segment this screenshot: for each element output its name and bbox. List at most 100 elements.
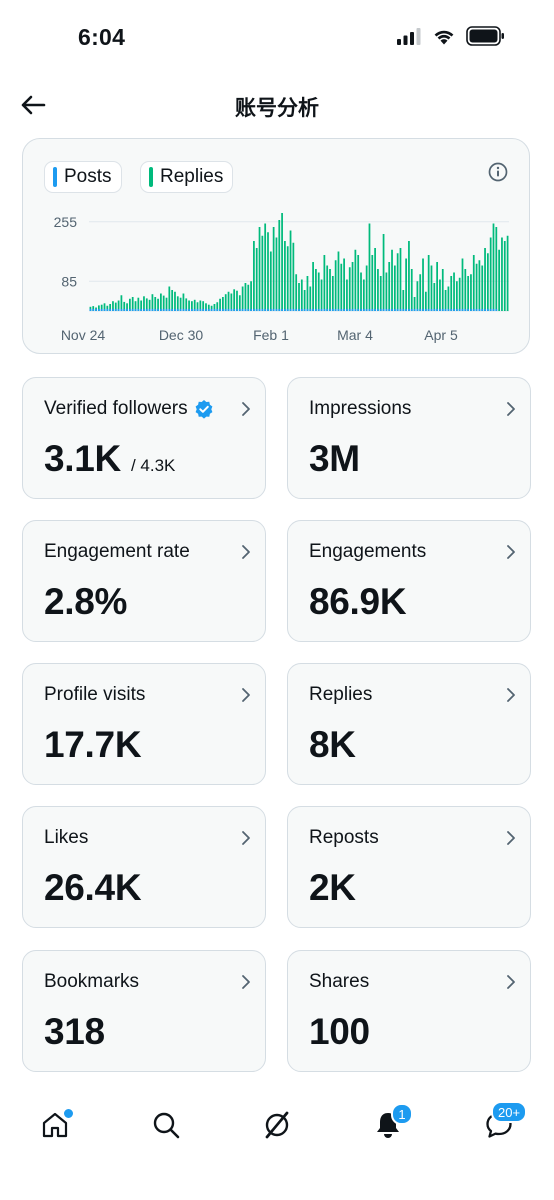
posts-bar <box>399 308 402 311</box>
posts-bar <box>196 308 199 311</box>
posts-bar <box>408 308 410 311</box>
info-button[interactable] <box>487 161 509 183</box>
replies-bar <box>126 303 128 311</box>
posts-bar <box>377 308 379 311</box>
metric-value: 100 <box>309 1011 370 1052</box>
nav-messages[interactable]: 20+ <box>477 1101 528 1147</box>
metric-card-profile-visits[interactable]: Profile visits 17.7K <box>22 663 266 785</box>
home-unread-dot <box>63 1108 74 1119</box>
metric-label-row: Replies <box>309 684 372 706</box>
replies-bar <box>157 298 159 311</box>
search-icon <box>153 1112 180 1139</box>
posts-bar <box>219 308 221 311</box>
replies-bar <box>346 279 348 311</box>
posts-bar <box>202 308 205 311</box>
nav-grok[interactable] <box>255 1103 299 1147</box>
metric-card-engagements[interactable]: Engagements 86.9K <box>287 520 531 642</box>
posts-bar <box>100 308 103 311</box>
metric-card-replies[interactable]: Replies 8K <box>287 663 531 785</box>
chevron-right-icon <box>507 975 515 989</box>
replies-bar <box>419 274 422 311</box>
replies-bar <box>151 294 154 311</box>
replies-bar <box>498 249 501 311</box>
replies-bar <box>253 241 255 311</box>
posts-bar <box>331 308 334 311</box>
replies-bar <box>202 301 205 311</box>
replies-bar <box>337 251 340 311</box>
metric-value-row: 17.7K <box>44 724 142 766</box>
replies-bar <box>191 301 193 311</box>
posts-bar <box>298 308 300 311</box>
metric-card-engagement-rate[interactable]: Engagement rate 2.8% <box>22 520 266 642</box>
metric-value: 2.8% <box>44 581 128 622</box>
metric-card-reposts[interactable]: Reposts 2K <box>287 806 531 928</box>
chevron-right-icon <box>242 975 250 989</box>
back-button[interactable] <box>18 90 48 120</box>
nav-home[interactable] <box>33 1103 77 1147</box>
metric-label-row: Verified followers <box>44 398 214 420</box>
replies-bar <box>278 220 281 311</box>
legend-posts-toggle[interactable]: Posts <box>44 161 122 193</box>
messages-icon <box>486 1112 512 1138</box>
metric-card-bookmarks[interactable]: Bookmarks 318 <box>22 950 266 1072</box>
posts-bar <box>379 308 382 311</box>
metric-card-likes[interactable]: Likes 26.4K <box>22 806 266 928</box>
legend-replies-toggle[interactable]: Replies <box>140 161 234 193</box>
posts-bar <box>441 308 444 311</box>
posts-bar <box>275 308 278 311</box>
metric-label-row: Shares <box>309 971 369 993</box>
posts-bar <box>174 308 176 311</box>
replies-bar <box>162 295 165 311</box>
chevron-right-icon <box>242 688 250 702</box>
posts-bar <box>388 308 391 311</box>
posts-bar <box>478 308 481 311</box>
posts-bar <box>227 308 230 311</box>
replies-bar <box>255 248 258 311</box>
replies-bar <box>103 303 106 311</box>
posts-bar <box>238 308 241 311</box>
metric-card-shares[interactable]: Shares 100 <box>287 950 531 1072</box>
replies-bar <box>371 255 374 311</box>
home-indicator <box>207 1185 347 1190</box>
replies-bar <box>357 255 360 311</box>
replies-bar <box>306 276 309 311</box>
replies-bar <box>455 281 458 311</box>
posts-bar <box>419 308 422 311</box>
metric-card-verified-followers[interactable]: Verified followers 3.1K / 4.3K <box>22 377 266 499</box>
posts-bar <box>402 308 405 311</box>
replies-bar <box>179 297 182 311</box>
replies-bar <box>348 267 351 311</box>
posts-bar <box>433 308 436 311</box>
metric-value: 3.1K <box>44 438 121 479</box>
metric-value-row: 2.8% <box>44 581 127 623</box>
nav-notifications[interactable]: 1 <box>366 1103 413 1147</box>
replies-bar <box>97 305 100 311</box>
replies-bar <box>219 298 221 311</box>
posts-bar <box>427 308 430 311</box>
posts-bar <box>405 308 407 311</box>
replies-bar <box>388 262 391 311</box>
replies-bar <box>289 230 292 311</box>
posts-bar <box>272 308 275 311</box>
replies-bar <box>145 298 148 311</box>
metric-card-impressions[interactable]: Impressions 3M <box>287 377 531 499</box>
cellular-signal-icon <box>397 28 421 45</box>
posts-bar <box>334 308 337 311</box>
posts-bar <box>464 308 467 311</box>
posts-bar <box>453 308 455 311</box>
replies-bar <box>292 242 295 311</box>
posts-bar <box>475 308 478 311</box>
replies-bar <box>340 263 343 311</box>
replies-bar <box>441 269 444 311</box>
posts-bar <box>481 308 484 311</box>
posts-bar <box>486 308 489 311</box>
posts-bar <box>450 308 453 311</box>
posts-bar <box>326 308 329 311</box>
replies-bar <box>453 272 455 311</box>
posts-bar <box>278 308 281 311</box>
nav-search[interactable] <box>144 1103 188 1147</box>
posts-bar <box>374 308 376 311</box>
replies-bar <box>137 297 140 311</box>
metric-label-row: Bookmarks <box>44 971 139 993</box>
info-icon <box>488 162 508 182</box>
